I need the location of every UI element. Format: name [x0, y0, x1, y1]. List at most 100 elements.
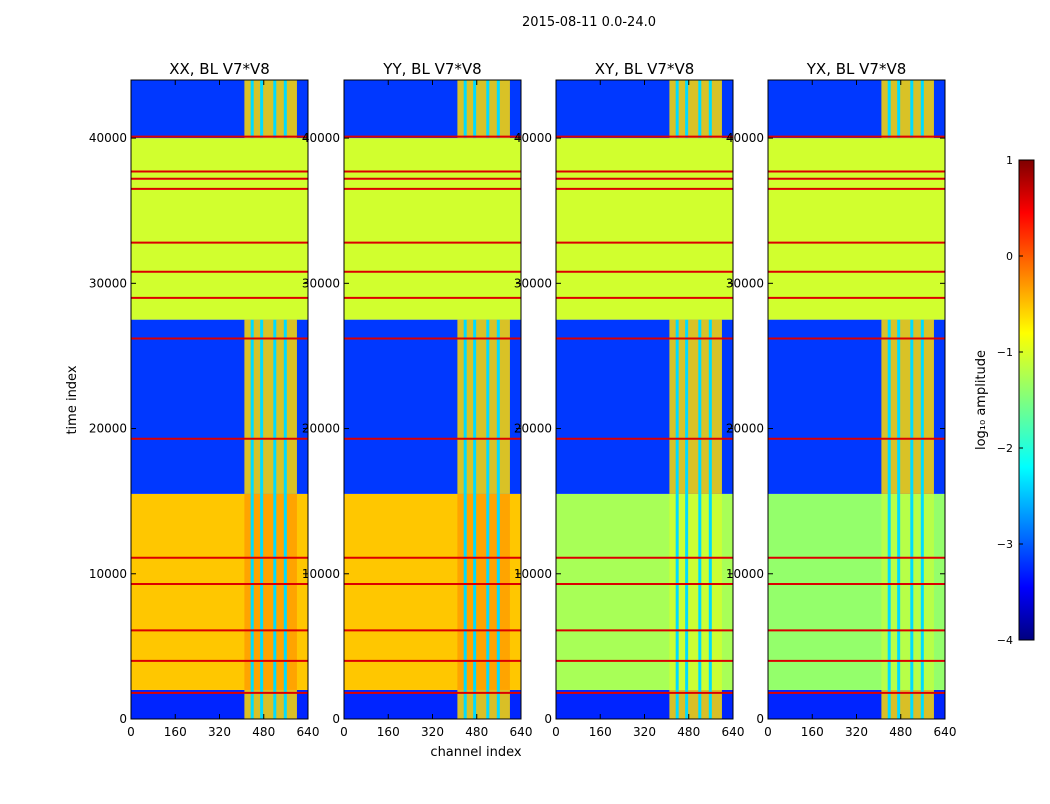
panel-2: XY, BL V7*V8 0 160 320 480 640 0 10000 20000 3000…: [514, 60, 745, 739]
stripe-2-1: [897, 319, 901, 494]
y-tick-label-2-0: 0: [544, 712, 552, 726]
stripe-2-2: [486, 319, 490, 494]
panel-3: YX, BL V7*V8 0 160 320 480 640 0 10000 20000 3000…: [726, 60, 957, 739]
band-3: [344, 138, 521, 320]
panel-1: YY, BL V7*V8 0 160 320 480 640 0 10000 20000 3000…: [302, 60, 533, 739]
stripe-4-3: [708, 80, 712, 139]
y-tick-label-1-2: 20000: [302, 422, 340, 436]
stripe-2-3: [920, 319, 924, 494]
stripe-4-1: [260, 80, 264, 139]
panel-title-3: YX, BL V7*V8: [806, 60, 907, 78]
x-tick-label-3-1: 160: [801, 725, 824, 739]
stripe-0-0: [887, 689, 891, 719]
stripe-4-2: [698, 80, 702, 139]
x-tick-label-0-3: 480: [252, 725, 275, 739]
stripe-0-2: [486, 689, 490, 719]
panel-title-1: YY, BL V7*V8: [382, 60, 481, 78]
stripe-4-1: [685, 80, 689, 139]
y-tick-label-3-4: 40000: [726, 131, 764, 145]
stripe-1-3: [708, 493, 712, 690]
x-tick-label-2-1: 160: [589, 725, 612, 739]
x-tick-label-2-3: 480: [677, 725, 700, 739]
x-axis-label: channel index: [430, 745, 521, 760]
y-tick-label-2-1: 10000: [514, 567, 552, 581]
y-tick-label-1-1: 10000: [302, 567, 340, 581]
stripe-1-0: [675, 493, 679, 690]
y-tick-label-0-1: 10000: [89, 567, 127, 581]
colorbar: 1 0 −1 −2 −3 −4 log₁₀ amplitude: [974, 154, 1035, 647]
x-tick-label-1-4: 640: [510, 725, 533, 739]
stripe-4-2: [486, 80, 490, 139]
y-tick-label-3-2: 20000: [726, 422, 764, 436]
stripe-0-3: [920, 689, 924, 719]
stripe-0-0: [250, 689, 254, 719]
stripe-1-3: [920, 493, 924, 690]
stripe-0-3: [283, 689, 287, 719]
stripe-1-2: [486, 493, 490, 690]
colorbar-gradient: [1018, 159, 1035, 641]
y-tick-label-2-4: 40000: [514, 131, 552, 145]
stripe-2-3: [708, 319, 712, 494]
band-3: [556, 138, 733, 320]
stripe-1-1: [473, 493, 477, 690]
stripe-0-0: [675, 689, 679, 719]
y-tick-label-2-2: 20000: [514, 422, 552, 436]
colorbar-tick-label-1: 0: [1006, 250, 1013, 263]
stripe-0-2: [698, 689, 702, 719]
x-tick-label-3-2: 320: [845, 725, 868, 739]
colorbar-tick-label-2: −1: [997, 346, 1013, 359]
stripe-4-2: [273, 80, 277, 139]
stripe-0-1: [473, 689, 477, 719]
y-tick-label-0-0: 0: [119, 712, 127, 726]
stripe-2-0: [887, 319, 891, 494]
stripe-0-2: [910, 689, 914, 719]
stripe-2-2: [698, 319, 702, 494]
stripe-0-1: [897, 689, 901, 719]
stripe-2-1: [685, 319, 689, 494]
stripe-1-2: [910, 493, 914, 690]
stripe-4-3: [283, 80, 287, 139]
stripe-1-1: [685, 493, 689, 690]
stripe-4-1: [897, 80, 901, 139]
stripe-2-0: [250, 319, 254, 494]
y-tick-label-0-4: 40000: [89, 131, 127, 145]
stripe-4-0: [675, 80, 679, 139]
stripe-2-2: [910, 319, 914, 494]
colorbar-tick-label-0: 1: [1006, 154, 1013, 167]
chart-suptitle: 2015-08-11 0.0-24.0: [522, 15, 656, 30]
stripe-0-3: [708, 689, 712, 719]
y-tick-label-1-0: 0: [332, 712, 340, 726]
stripe-1-1: [897, 493, 901, 690]
y-tick-label-3-1: 10000: [726, 567, 764, 581]
stripe-4-1: [473, 80, 477, 139]
stripe-0-3: [496, 689, 500, 719]
x-tick-label-1-0: 0: [340, 725, 348, 739]
stripe-2-0: [463, 319, 467, 494]
stripe-0-1: [685, 689, 689, 719]
x-tick-label-1-1: 160: [377, 725, 400, 739]
x-tick-label-2-4: 640: [722, 725, 745, 739]
stripe-4-0: [887, 80, 891, 139]
x-tick-label-1-3: 480: [465, 725, 488, 739]
stripe-1-0: [887, 493, 891, 690]
y-axis-label: time index: [65, 365, 80, 434]
stripe-1-3: [283, 493, 287, 690]
colorbar-tick-label-3: −2: [997, 442, 1013, 455]
stripe-4-0: [463, 80, 467, 139]
x-tick-label-3-3: 480: [889, 725, 912, 739]
y-tick-label-2-3: 30000: [514, 276, 552, 290]
stripe-1-0: [463, 493, 467, 690]
stripe-1-1: [260, 493, 264, 690]
x-tick-label-0-4: 640: [297, 725, 320, 739]
stripe-2-2: [273, 319, 277, 494]
x-tick-label-2-0: 0: [552, 725, 560, 739]
stripe-4-2: [910, 80, 914, 139]
stripe-4-0: [250, 80, 254, 139]
stripe-4-3: [496, 80, 500, 139]
x-tick-label-2-2: 320: [633, 725, 656, 739]
colorbar-tick-label-4: −3: [997, 538, 1013, 551]
x-tick-label-3-4: 640: [934, 725, 957, 739]
panel-title-0: XX, BL V7*V8: [169, 60, 270, 78]
stripe-2-3: [283, 319, 287, 494]
colorbar-tick-label-5: −4: [997, 634, 1013, 647]
